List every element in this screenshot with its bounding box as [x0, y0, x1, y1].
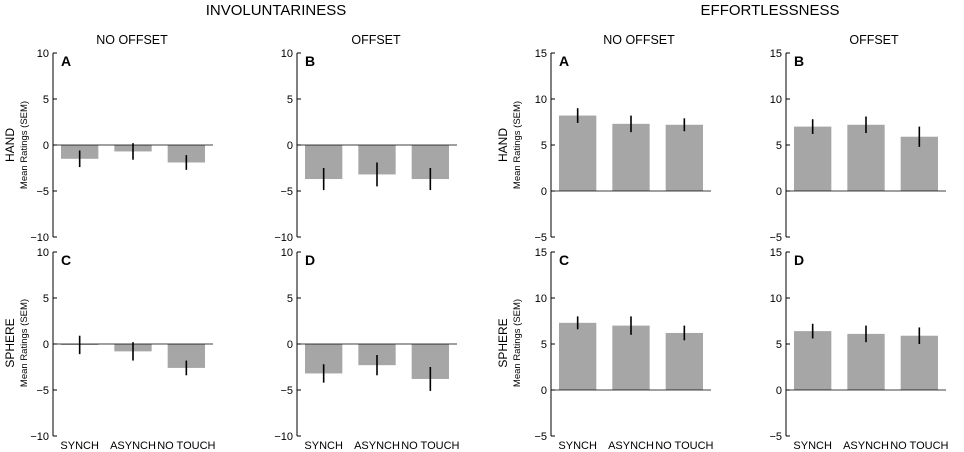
x-tick-label: ASYNCH: [354, 440, 400, 452]
y-tick-label: −10: [274, 232, 293, 244]
y-tick-label: 5: [541, 339, 547, 351]
y-tick-label: 10: [37, 247, 49, 259]
panel-letter: D: [794, 252, 804, 268]
column-label-no-offset-effortlessness: NO OFFSET: [603, 33, 675, 47]
y-tick-label: 5: [43, 94, 49, 106]
bar-asynch: [847, 124, 885, 191]
bar-no-touch: [665, 332, 703, 390]
bar-synch: [794, 126, 832, 191]
y-tick-label: 0: [776, 385, 782, 397]
y-tick-label: −5: [36, 186, 49, 198]
y-axis-caption: Mean Ratings (SEM): [19, 101, 30, 189]
y-tick-label: 10: [281, 247, 293, 259]
bar-synch: [794, 331, 832, 390]
y-tick-label: 10: [281, 48, 293, 60]
x-tick-label: NO TOUCH: [401, 440, 459, 452]
y-tick-label: −10: [30, 232, 49, 244]
panel-effortlessness-b: B −5 0 5 10 15: [769, 48, 946, 244]
row-label-sphere-involuntariness: SPHERE: [3, 318, 17, 367]
y-tick-label: 0: [776, 186, 782, 198]
y-tick-label: 15: [535, 247, 547, 259]
bar-synch: [559, 322, 597, 390]
bar-no-touch: [665, 124, 703, 191]
column-label-no-offset-involuntariness: NO OFFSET: [96, 33, 168, 47]
x-tick-label: ASYNCH: [843, 440, 889, 452]
row-label-hand-effortlessness: HAND: [496, 128, 510, 162]
bar-no-touch: [167, 145, 205, 163]
y-axis-caption: Mean Ratings (SEM): [512, 101, 523, 189]
y-axis-caption: Mean Ratings (SEM): [512, 299, 523, 387]
panel-effortlessness-d: D −5 0 5 10 15 SYNCH ASYNCH NO TOUCH: [769, 247, 948, 452]
y-tick-label: −10: [30, 431, 49, 443]
y-tick-label: 5: [43, 293, 49, 305]
bar-asynch: [612, 123, 650, 191]
y-tick-label: 10: [770, 293, 782, 305]
y-tick-label: 10: [770, 94, 782, 106]
bar-no-touch: [900, 335, 938, 390]
x-tick-label: SYNCH: [60, 440, 99, 452]
column-label-offset-effortlessness: OFFSET: [849, 33, 899, 47]
y-tick-label: 0: [287, 339, 293, 351]
y-tick-label: −5: [280, 186, 293, 198]
panel-letter: B: [794, 53, 804, 69]
y-tick-label: 0: [287, 140, 293, 152]
panel-letter: C: [61, 252, 71, 268]
panel-effortlessness-c: C −5 0 5 10 15 SYNCH ASYNCH NO TOUCH: [534, 247, 713, 452]
x-tick-label: NO TOUCH: [655, 440, 713, 452]
y-tick-label: 10: [535, 94, 547, 106]
panel-letter: A: [559, 53, 569, 69]
panel-involuntariness-a: A −10 −5 0 5 10: [30, 48, 213, 244]
panel-letter: D: [305, 252, 315, 268]
y-tick-label: 0: [541, 186, 547, 198]
panel-letter: C: [559, 252, 569, 268]
bar-asynch: [612, 325, 650, 390]
panel-involuntariness-d: D −10 −5 0 5 10 SYNCH ASYNCH NO TOUCH: [274, 247, 459, 452]
section-title-involuntariness: INVOLUNTARINESS: [206, 2, 347, 19]
panel-letter: B: [305, 53, 315, 69]
bar-no-touch: [167, 344, 205, 368]
y-tick-label: 0: [43, 339, 49, 351]
y-tick-label: 5: [541, 140, 547, 152]
x-tick-label: NO TOUCH: [890, 440, 948, 452]
panel-involuntariness-c: C −10 −5 0 5 10 SYNCH ASYNCH NO TOUCH: [30, 247, 215, 452]
x-tick-label: SYNCH: [304, 440, 343, 452]
y-axis-caption: Mean Ratings (SEM): [19, 299, 30, 387]
x-tick-label: ASYNCH: [110, 440, 156, 452]
x-tick-label: NO TOUCH: [157, 440, 215, 452]
y-tick-label: −5: [534, 431, 547, 443]
y-tick-label: 5: [287, 293, 293, 305]
row-label-sphere-effortlessness: SPHERE: [496, 318, 510, 367]
section-title-effortlessness: EFFORTLESSNESS: [701, 2, 840, 19]
bar-synch: [559, 115, 597, 191]
x-tick-label: ASYNCH: [608, 440, 654, 452]
y-tick-label: 15: [770, 48, 782, 60]
y-tick-label: 15: [770, 247, 782, 259]
y-tick-label: 5: [776, 140, 782, 152]
y-tick-label: −5: [769, 431, 782, 443]
y-tick-label: −5: [36, 385, 49, 397]
x-tick-label: SYNCH: [793, 440, 832, 452]
y-tick-label: −5: [769, 232, 782, 244]
row-labels: HAND Mean Ratings (SEM) SPHERE Mean Rati…: [3, 101, 523, 387]
column-label-offset-involuntariness: OFFSET: [351, 33, 401, 47]
panel-involuntariness-b: B −10 −5 0 5 10: [274, 48, 457, 244]
panel-letter: A: [61, 53, 71, 69]
y-tick-label: −5: [280, 385, 293, 397]
y-tick-label: 0: [43, 140, 49, 152]
y-tick-label: 5: [776, 339, 782, 351]
y-tick-label: −5: [534, 232, 547, 244]
row-label-hand-involuntariness: HAND: [3, 128, 17, 162]
y-tick-label: 5: [287, 94, 293, 106]
y-tick-label: 15: [535, 48, 547, 60]
bar-asynch: [847, 333, 885, 390]
y-tick-label: 0: [541, 385, 547, 397]
y-tick-label: −10: [274, 431, 293, 443]
panel-effortlessness-a: A −5 0 5 10 15: [534, 48, 711, 244]
bar-asynch: [358, 344, 396, 366]
y-tick-label: 10: [535, 293, 547, 305]
x-tick-label: SYNCH: [558, 440, 597, 452]
y-tick-label: 10: [37, 48, 49, 60]
